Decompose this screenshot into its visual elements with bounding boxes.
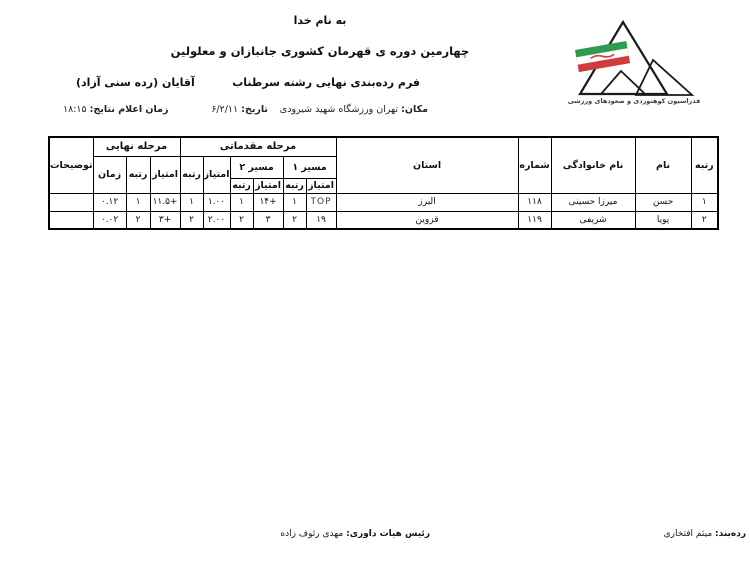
federation-logo: فدراسیون کوهنوردی و صعودهای ورزشی bbox=[563, 16, 705, 110]
classifier-label: رده‌بند: bbox=[715, 529, 746, 539]
col-header-final-score: امتیاز bbox=[149, 155, 181, 194]
cell-route2-score: ۳ bbox=[252, 210, 284, 230]
col-header-prelim-score: امتیاز bbox=[202, 155, 231, 194]
jury-chief-name: مهدی رئوف زاده bbox=[280, 529, 344, 539]
mountains-logo-icon bbox=[575, 19, 695, 96]
cell-prelim-rank: ۱ bbox=[179, 192, 204, 212]
cell-rank: ۱ bbox=[690, 192, 719, 212]
col-header-number: شماره bbox=[517, 136, 552, 194]
bismillah-text: به نام خدا bbox=[293, 14, 347, 27]
results-time-label: زمان اعلام نتایج: bbox=[89, 104, 169, 115]
cell-last-name: شریفی bbox=[550, 210, 636, 230]
col-header-route1: مسیر ۱ bbox=[282, 155, 337, 179]
col-header-route2: مسیر ۲ bbox=[229, 155, 284, 179]
col-header-prelim-rank: رتبه bbox=[179, 155, 204, 194]
col-header-first-name: نام bbox=[634, 136, 692, 194]
col-header-province: استان bbox=[335, 136, 519, 194]
classifier-line: رده‌بند: میثم افتخاری bbox=[664, 529, 746, 539]
category-label: آقایان (رده سنی آزاد) bbox=[76, 76, 195, 89]
col-header-route1-score: امتیاز bbox=[305, 177, 337, 194]
iran-flag-icon bbox=[575, 40, 631, 73]
cell-province: قزوین bbox=[335, 210, 519, 230]
jury-chief-label: رئیس هیات داوری: bbox=[346, 529, 430, 539]
col-header-last-name: نام خانوادگی bbox=[550, 136, 636, 194]
col-header-route1-rank: رتبه bbox=[282, 177, 307, 194]
cell-route1-score: ۱۹ bbox=[305, 210, 337, 230]
col-header-final-stage: مرحله نهایی bbox=[92, 136, 181, 157]
col-header-prelim-stage: مرحله مقدماتی bbox=[179, 136, 337, 157]
date-label: تاریخ: bbox=[241, 104, 268, 115]
cell-final-rank: ۱ bbox=[125, 192, 151, 212]
table-row: ۱ حسن میرزا حسینی ۱۱۸ البرز TOP ۱ ۱۴+ ۱ … bbox=[48, 192, 719, 212]
cell-notes bbox=[48, 210, 94, 230]
cell-prelim-rank: ۲ bbox=[179, 210, 204, 230]
cell-first-name: حسن bbox=[634, 192, 692, 212]
cell-route2-rank: ۱ bbox=[229, 192, 254, 212]
cell-notes bbox=[48, 192, 94, 212]
cell-final-score: ۱۱.۵+ bbox=[149, 192, 181, 212]
form-title: فرم رده‌بندی نهایی رشته سرطناب bbox=[232, 76, 420, 89]
col-header-final-rank: رتبه bbox=[125, 155, 151, 194]
logo-caption: فدراسیون کوهنوردی و صعودهای ورزشی bbox=[567, 97, 701, 105]
date-value: ۶/۲/۱۱ bbox=[211, 104, 239, 115]
cell-rank: ۲ bbox=[690, 210, 719, 230]
results-time-line: زمان اعلام نتایج: ۱۸:۱۵ bbox=[63, 104, 168, 115]
cell-route1-score: TOP bbox=[305, 192, 337, 212]
cell-route2-score: ۱۴+ bbox=[252, 192, 284, 212]
cell-final-score: ۳+ bbox=[149, 210, 181, 230]
col-header-route2-rank: رتبه bbox=[229, 177, 254, 194]
cell-province: البرز bbox=[335, 192, 519, 212]
cell-route1-rank: ۲ bbox=[282, 210, 307, 230]
cell-final-rank: ۲ bbox=[125, 210, 151, 230]
classifier-name: میثم افتخاری bbox=[663, 529, 713, 539]
col-header-notes: توضیحات bbox=[48, 136, 94, 194]
results-table: رتبه نام نام خانوادگی شماره استان مرحله … bbox=[48, 136, 720, 230]
cell-prelim-score: ۲.۰۰ bbox=[202, 210, 231, 230]
location-line: مکان: تهران ورزشگاه شهید شیرودی bbox=[280, 104, 428, 115]
location-value: تهران ورزشگاه شهید شیرودی bbox=[279, 104, 399, 115]
cell-route1-rank: ۱ bbox=[282, 192, 307, 212]
jury-chief-line: رئیس هیات داوری: مهدی رئوف زاده bbox=[280, 529, 430, 539]
cell-last-name: میرزا حسینی bbox=[550, 192, 636, 212]
date-line: تاریخ: ۶/۲/۱۱ bbox=[211, 104, 268, 115]
cell-final-time: ۰.۱۲ bbox=[92, 192, 127, 212]
cell-number: ۱۱۹ bbox=[517, 210, 552, 230]
col-header-route2-score: امتیاز bbox=[252, 177, 284, 194]
results-time-value: ۱۸:۱۵ bbox=[63, 104, 87, 115]
cell-route2-rank: ۲ bbox=[229, 210, 254, 230]
cell-prelim-score: ۱.۰۰ bbox=[202, 192, 231, 212]
page-title: چهارمین دوره ی قهرمان کشوری جانبازان و م… bbox=[170, 44, 470, 58]
cell-first-name: پویا bbox=[634, 210, 692, 230]
cell-final-time: ۰.۰۲ bbox=[92, 210, 127, 230]
cell-number: ۱۱۸ bbox=[517, 192, 552, 212]
col-header-rank: رتبه bbox=[690, 136, 719, 194]
col-header-final-time: زمان bbox=[92, 155, 127, 194]
location-label: مکان: bbox=[401, 104, 428, 115]
table-row: ۲ پویا شریفی ۱۱۹ قزوین ۱۹ ۲ ۳ ۲ ۲.۰۰ ۲ ۳… bbox=[48, 210, 719, 230]
